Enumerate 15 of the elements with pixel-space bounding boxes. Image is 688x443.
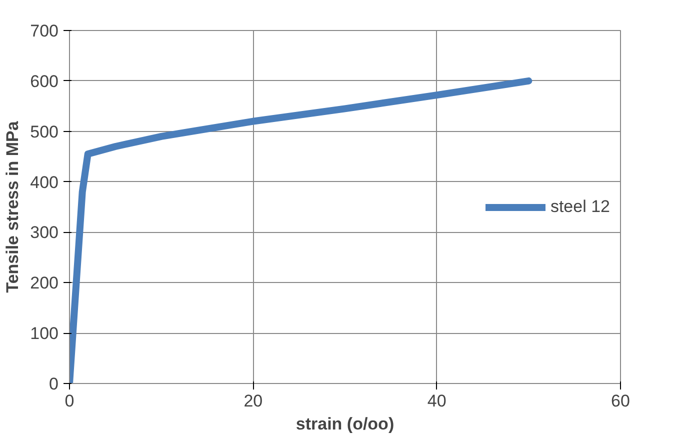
- x-axis-title: strain (o/oo): [296, 414, 394, 434]
- y-tick-label: 400: [30, 172, 59, 192]
- y-tick-label: 0: [49, 374, 59, 394]
- y-tick-label: 600: [30, 72, 59, 91]
- x-tick-label: 0: [64, 392, 74, 410]
- y-axis-title: Tensile stress in MPa: [3, 120, 22, 293]
- y-tick-label: 300: [30, 223, 59, 242]
- y-tick-label: 100: [30, 324, 59, 344]
- x-tick-label: 40: [427, 392, 446, 410]
- x-tick-label: 20: [244, 392, 263, 410]
- y-tick-label: 200: [30, 274, 59, 293]
- y-tick-label: 700: [30, 22, 59, 40]
- x-tick-label: 60: [611, 392, 630, 410]
- legend-label: steel 12: [550, 196, 610, 216]
- y-tick-label: 500: [30, 122, 59, 142]
